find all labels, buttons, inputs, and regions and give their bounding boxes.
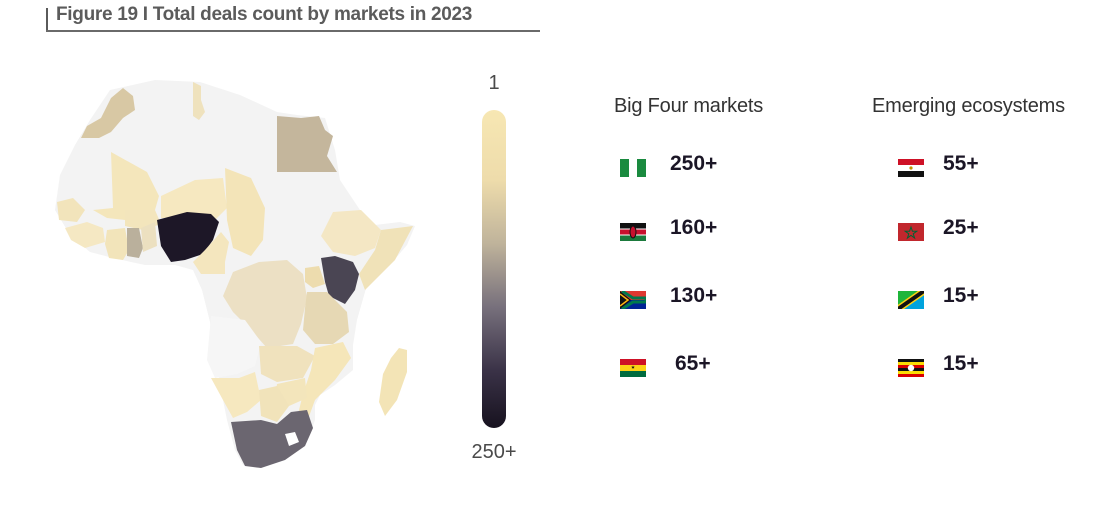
tanzania-flag-icon [898, 291, 924, 309]
ghana-deals-value: 65+ [675, 352, 711, 375]
map-region-botswana [259, 386, 289, 422]
map-region-zambia [259, 346, 315, 382]
ghana-flag-icon [620, 359, 646, 377]
list-item: 15+ [898, 350, 979, 380]
map-region-morocco [81, 88, 135, 138]
morocco-flag-icon [898, 223, 924, 241]
list-item: 55+ [898, 150, 979, 180]
map-region-benin [141, 222, 157, 252]
list-item: 250+ [620, 150, 717, 180]
map-region-senegal [57, 198, 85, 222]
list-item: 130+ [620, 282, 717, 312]
map-region-egypt [277, 116, 337, 172]
nigeria-deals-value: 250+ [670, 152, 718, 175]
list-item: 15+ [898, 282, 979, 312]
map-region-mali [93, 152, 159, 220]
map-region-niger [161, 178, 227, 220]
scale-min-label: 1 [488, 72, 500, 94]
figure-title: Figure 19 I Total deals count by markets… [56, 4, 473, 25]
color-scale-bar [482, 110, 506, 428]
map-region-ethiopia [321, 210, 381, 256]
map-region-guinea [65, 222, 105, 248]
egypt-deals-value: 55+ [943, 152, 979, 175]
big-four-heading: Big Four markets [614, 95, 764, 117]
map-region-tunisia [193, 82, 205, 120]
map-region-nigeria [157, 212, 219, 262]
uganda-deals-value: 15+ [943, 352, 979, 375]
map-region-namibia [211, 372, 261, 418]
morocco-deals-value: 25+ [943, 216, 979, 239]
africa-map [55, 80, 415, 468]
map-region-uganda [305, 266, 325, 288]
map-region-ivory-coast [105, 228, 129, 260]
figure-title-container: Figure 19 I Total deals count by markets… [46, 2, 540, 32]
map-region-somalia [359, 226, 413, 290]
map-region-tanzania [303, 292, 349, 344]
kenya-deals-value: 160+ [670, 216, 718, 239]
map-region-kenya [321, 256, 359, 304]
uganda-flag-icon [898, 359, 924, 377]
scale-max-label: 250+ [471, 441, 517, 463]
title-left-rule [46, 8, 48, 30]
tanzania-deals-value: 15+ [943, 284, 979, 307]
emerging-heading: Emerging ecosystems [872, 95, 1065, 117]
map-region-lesotho [285, 432, 299, 446]
map-region-cameroon [193, 232, 229, 274]
map-region-angola [207, 316, 261, 378]
map-region-drc [223, 260, 307, 348]
map-region-south-africa [231, 410, 313, 468]
kenya-flag-icon [620, 223, 646, 241]
south-africa-deals-value: 130+ [670, 284, 718, 307]
map-region-ghana [127, 228, 143, 258]
map-region-madagascar [379, 348, 407, 416]
egypt-flag-icon [898, 159, 924, 177]
nigeria-flag-icon [620, 159, 646, 177]
map-region-mozambique [297, 342, 351, 422]
map-region-chad [225, 168, 265, 256]
south-africa-flag-icon [620, 291, 646, 309]
list-item: 65+ [620, 350, 711, 380]
list-item: 160+ [620, 214, 717, 244]
list-item: 25+ [898, 214, 979, 244]
